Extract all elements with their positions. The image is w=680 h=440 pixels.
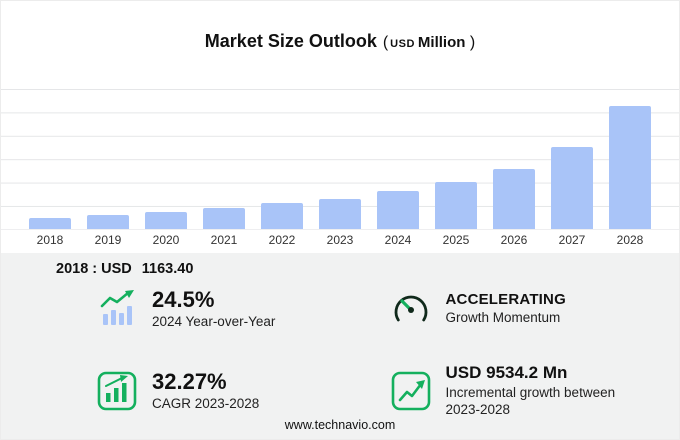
- stats-grid: 24.5% 2024 Year-over-Year ACCELERATING G…: [96, 287, 641, 418]
- bar-column: 2023: [319, 199, 361, 251]
- x-axis-label: 2024: [384, 233, 412, 247]
- speedometer-icon: [394, 295, 427, 322]
- bar-column: 2019: [87, 215, 129, 251]
- bar: [609, 106, 651, 229]
- unit-currency: USD: [390, 38, 415, 50]
- page-title: Market Size Outlook (USD Million ): [1, 31, 679, 52]
- website-link[interactable]: www.technavio.com: [284, 418, 396, 432]
- bar: [435, 182, 477, 229]
- stat-label: 2024 Year-over-Year: [152, 314, 276, 330]
- bar: [145, 212, 187, 229]
- stat-yoy: 24.5% 2024 Year-over-Year: [96, 287, 348, 331]
- base-year-label: 2018 : USD: [56, 261, 132, 277]
- stat-text: USD 9534.2 Mn Incremental growth between…: [446, 363, 616, 418]
- boxed-bar-chart-icon: [97, 371, 137, 411]
- x-axis-label: 2020: [152, 233, 180, 247]
- x-axis-label: 2023: [326, 233, 354, 247]
- x-axis-label: 2021: [210, 233, 238, 247]
- stat-value: USD 9534.2 Mn: [445, 363, 568, 383]
- bar-column: 2020: [145, 212, 187, 251]
- bar: [203, 208, 245, 229]
- bar-column: 2018: [29, 218, 71, 251]
- bar: [29, 218, 71, 229]
- bar: [319, 199, 361, 229]
- stats-panel: 2018 : USD 1163.40 24.5% 2024 Year-over-Y…: [1, 253, 679, 439]
- stat-value: ACCELERATING: [445, 291, 566, 309]
- stat-text: 32.27% CAGR 2023-2028: [152, 369, 259, 413]
- bar-column: 2025: [435, 182, 477, 251]
- unit-paren-close: ): [469, 34, 476, 51]
- x-axis-label: 2028: [616, 233, 644, 247]
- stat-incremental: USD 9534.2 Mn Incremental growth between…: [390, 363, 642, 418]
- bar-column: 2028: [609, 106, 651, 251]
- footer: www.technavio.com: [1, 418, 679, 432]
- stat-value: 24.5%: [152, 287, 215, 312]
- bar-growth-arrow-icon: [100, 290, 134, 326]
- stat-cagr: 32.27% CAGR 2023-2028: [96, 363, 348, 418]
- x-axis-label: 2019: [94, 233, 122, 247]
- base-year-value: 1163.40: [141, 261, 194, 277]
- unit-paren-open: (: [382, 34, 389, 51]
- boxed-trend-arrow-icon: [391, 371, 430, 411]
- stat-label: CAGR 2023-2028: [152, 396, 260, 412]
- bar-chart: 2018 2019 2020 2021 2022 2023 2024 2025 2026 2027…: [29, 67, 651, 251]
- stat-text: 24.5% 2024 Year-over-Year: [152, 287, 275, 331]
- bar: [261, 203, 303, 229]
- x-axis-label: 2025: [442, 233, 470, 247]
- bar-column: 2027: [551, 147, 593, 251]
- unit-scale: Million: [417, 34, 466, 51]
- x-axis-label: 2018: [36, 233, 64, 247]
- x-axis-label: 2027: [558, 233, 586, 247]
- bar-column: 2021: [203, 208, 245, 251]
- chart-title-text: Market Size Outlook: [204, 31, 377, 51]
- x-axis-label: 2022: [268, 233, 296, 247]
- bar: [377, 191, 419, 229]
- stat-momentum: ACCELERATING Growth Momentum: [390, 287, 642, 331]
- bar: [551, 147, 593, 229]
- bar-column: 2022: [261, 203, 303, 251]
- bar: [87, 215, 129, 229]
- bar-column: 2026: [493, 169, 535, 251]
- stat-value: 32.27%: [152, 368, 227, 394]
- stat-text: ACCELERATING Growth Momentum: [446, 291, 566, 327]
- chart-title-unit: (USD Million ): [383, 34, 475, 51]
- stat-label: Growth Momentum: [445, 310, 561, 326]
- x-axis-label: 2026: [500, 233, 528, 247]
- stat-label: Incremental growth between 2023-2028: [445, 384, 616, 417]
- bar: [493, 169, 535, 229]
- base-year-annotation: 2018 : USD 1163.40: [56, 261, 193, 277]
- bar-column: 2024: [377, 191, 419, 251]
